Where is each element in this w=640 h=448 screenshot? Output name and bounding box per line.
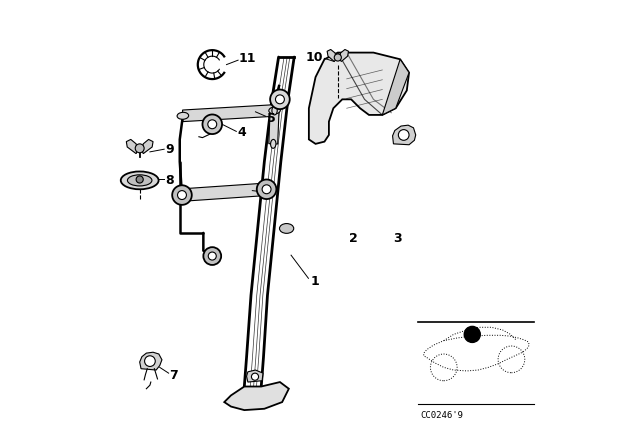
Text: 1: 1 xyxy=(310,276,319,289)
Text: 2: 2 xyxy=(349,232,358,245)
Circle shape xyxy=(334,54,341,61)
Ellipse shape xyxy=(269,107,280,114)
Circle shape xyxy=(275,95,284,104)
Polygon shape xyxy=(142,139,153,154)
Polygon shape xyxy=(327,49,336,61)
Ellipse shape xyxy=(271,139,276,148)
Circle shape xyxy=(398,129,409,140)
Text: 7: 7 xyxy=(170,369,179,382)
Polygon shape xyxy=(246,370,263,382)
Text: 5: 5 xyxy=(267,112,275,125)
Circle shape xyxy=(177,190,186,199)
Polygon shape xyxy=(126,139,138,154)
Ellipse shape xyxy=(127,175,152,186)
Polygon shape xyxy=(182,105,275,121)
Ellipse shape xyxy=(121,172,159,189)
Ellipse shape xyxy=(272,106,277,115)
Ellipse shape xyxy=(177,112,189,119)
Circle shape xyxy=(136,176,143,183)
Ellipse shape xyxy=(176,191,188,199)
Polygon shape xyxy=(392,125,416,145)
Ellipse shape xyxy=(280,224,294,233)
Ellipse shape xyxy=(260,185,273,193)
Text: 4: 4 xyxy=(237,126,246,139)
Circle shape xyxy=(270,90,290,109)
Text: 6: 6 xyxy=(264,187,273,200)
Polygon shape xyxy=(140,352,162,370)
Polygon shape xyxy=(182,183,267,201)
Circle shape xyxy=(202,115,222,134)
Circle shape xyxy=(208,120,217,129)
Circle shape xyxy=(135,144,144,153)
Polygon shape xyxy=(340,49,349,61)
Polygon shape xyxy=(309,52,409,144)
Text: 10: 10 xyxy=(306,51,324,64)
Circle shape xyxy=(262,185,271,194)
Circle shape xyxy=(145,356,156,366)
Text: 8: 8 xyxy=(165,174,173,187)
Circle shape xyxy=(172,185,192,205)
Text: CC0246'9: CC0246'9 xyxy=(420,411,463,420)
Circle shape xyxy=(464,327,480,342)
Polygon shape xyxy=(382,59,409,115)
Polygon shape xyxy=(224,382,289,410)
Text: 11: 11 xyxy=(239,52,257,65)
Text: 9: 9 xyxy=(165,143,173,156)
Circle shape xyxy=(252,373,259,380)
Circle shape xyxy=(257,180,276,199)
Circle shape xyxy=(204,247,221,265)
Polygon shape xyxy=(269,110,279,144)
Text: 3: 3 xyxy=(394,232,402,245)
Circle shape xyxy=(208,252,216,260)
